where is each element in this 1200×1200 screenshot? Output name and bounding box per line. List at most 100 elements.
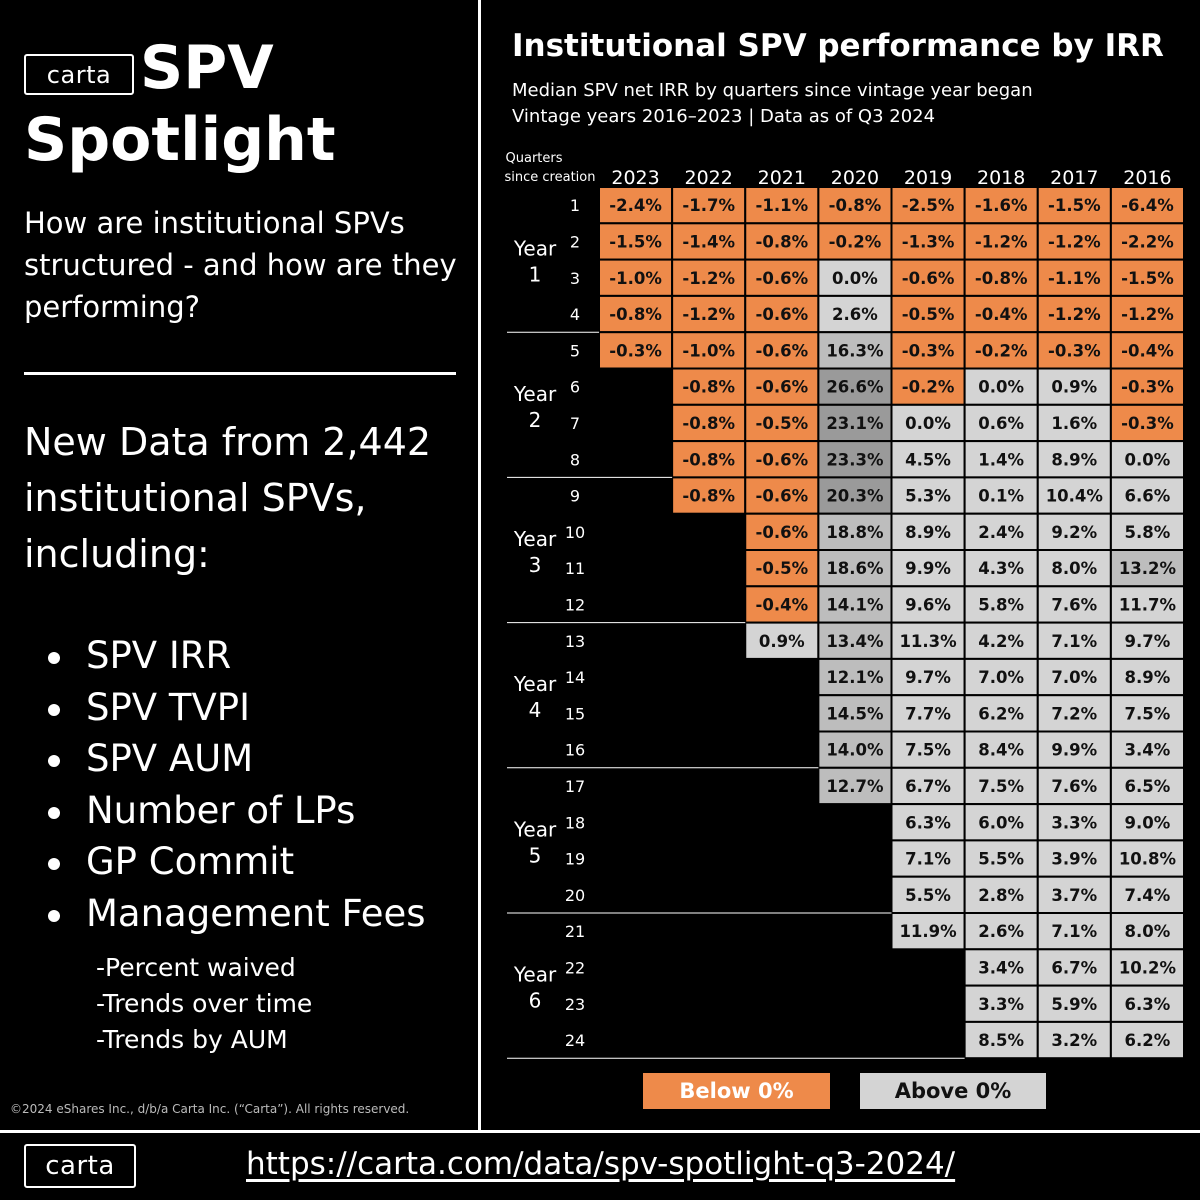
cell-value: 7.0% <box>978 668 1024 687</box>
cell-value: 14.5% <box>826 704 884 723</box>
heatmap-cell <box>890 839 966 878</box>
heatmap-cell <box>890 512 966 552</box>
heatmap-cell <box>1109 1020 1185 1060</box>
cell-value: 0.6% <box>978 414 1024 433</box>
quarter-label: 10 <box>565 523 585 542</box>
heatmap-cell <box>744 258 820 297</box>
heatmap-cell <box>1036 984 1112 1023</box>
cell-value: 4.5% <box>905 450 951 469</box>
cell-value: 5.5% <box>905 886 951 905</box>
cell-value: -0.3% <box>1048 341 1101 360</box>
quarter-label: 20 <box>565 886 585 905</box>
legend-above-zero: Above 0% <box>860 1073 1046 1109</box>
cell-value: -1.7% <box>682 196 735 215</box>
cell-value: 23.3% <box>826 450 884 469</box>
report-url-link[interactable]: https://carta.com/data/spv-spotlight-q3-… <box>246 1146 956 1182</box>
cell-value: 7.6% <box>1051 595 1097 614</box>
cell-value: 7.1% <box>1051 922 1097 941</box>
cell-value: 10.8% <box>1119 850 1177 869</box>
cell-value: 13.4% <box>826 632 884 651</box>
cell-value: 0.0% <box>978 378 1024 397</box>
heatmap-cell <box>1109 440 1185 479</box>
cell-value: 16.3% <box>826 341 884 360</box>
heatmap-cell <box>1109 657 1185 697</box>
quarter-label: 2 <box>570 232 580 251</box>
cell-value: 0.0% <box>1125 450 1171 469</box>
cell-value: -0.4% <box>756 595 809 614</box>
heatmap-cell <box>963 222 1039 261</box>
heatmap-cell <box>671 222 747 261</box>
cell-value: 2.8% <box>978 886 1024 905</box>
heatmap-cell <box>890 766 966 806</box>
cell-value: -0.6% <box>756 523 809 542</box>
heatmap-cell <box>963 403 1039 443</box>
heatmap-cell <box>817 222 893 261</box>
cell-value: -0.2% <box>829 232 882 251</box>
heatmap-cell <box>1109 803 1185 842</box>
cell-value: -0.6% <box>756 487 809 506</box>
heatmap-cell <box>1109 585 1185 624</box>
cell-value: 6.2% <box>1125 1031 1171 1050</box>
cell-value: -0.3% <box>1121 378 1174 397</box>
quarter-label: 6 <box>570 378 580 397</box>
cell-value: 6.7% <box>905 777 951 796</box>
heatmap-cell <box>1036 948 1112 987</box>
new-data-heading: New Data from 2,442 institutional SPVs, … <box>24 420 432 576</box>
cell-value: 7.6% <box>1051 777 1097 796</box>
cell-value: 6.3% <box>905 813 951 832</box>
year-group-label: 1 <box>529 263 542 287</box>
cell-value: 11.7% <box>1119 595 1177 614</box>
cell-value: 0.0% <box>905 414 951 433</box>
cell-value: 7.1% <box>905 850 951 869</box>
heatmap-cell <box>817 403 893 443</box>
quarter-label: 9 <box>570 487 580 506</box>
cell-value: -0.8% <box>975 269 1028 288</box>
cell-value: 6.0% <box>978 813 1024 832</box>
cell-value: 9.7% <box>905 668 951 687</box>
cell-value: 1.4% <box>978 450 1024 469</box>
copyright-notice: ©2024 eShares Inc., d/b/a Carta Inc. (“C… <box>10 1102 410 1116</box>
cell-value: -6.4% <box>1121 196 1174 215</box>
row-header-label: since creation <box>505 170 596 185</box>
heatmap-cell <box>1109 730 1185 769</box>
cell-value: 8.0% <box>1125 922 1171 941</box>
cell-value: 2.6% <box>978 922 1024 941</box>
cell-value: 8.5% <box>978 1031 1024 1050</box>
heatmap-cell <box>1109 367 1185 406</box>
column-header-2022: 2022 <box>685 167 733 189</box>
cell-value: -0.5% <box>902 305 955 324</box>
cell-value: 7.5% <box>905 741 951 760</box>
year-group-label: 2 <box>529 408 542 432</box>
heatmap-cell <box>963 1020 1039 1060</box>
quarter-label: 21 <box>565 922 585 941</box>
cell-value: 8.9% <box>1125 668 1171 687</box>
heatmap-cell <box>817 440 893 479</box>
year-group-label: Year <box>513 237 557 261</box>
heatmap-cell <box>963 984 1039 1023</box>
heatmap-cell <box>1036 331 1112 370</box>
cell-value: -0.8% <box>682 450 735 469</box>
cell-value: 9.9% <box>1051 741 1097 760</box>
heatmap-cell <box>817 730 893 769</box>
cell-value: 11.9% <box>899 922 957 941</box>
quarter-label: 1 <box>570 196 580 215</box>
cell-value: 8.9% <box>905 523 951 542</box>
cell-value: 9.9% <box>905 559 951 578</box>
cell-value: 5.8% <box>978 595 1024 614</box>
cell-value: 4.3% <box>978 559 1024 578</box>
heatmap-cell <box>890 186 966 225</box>
chart-title: Institutional SPV performance by IRR <box>512 28 1164 64</box>
heatmap-cell <box>817 476 893 515</box>
cell-value: -1.2% <box>1048 232 1101 251</box>
quarter-label: 15 <box>565 704 585 723</box>
cell-value: -1.0% <box>609 269 662 288</box>
cell-value: 9.7% <box>1125 632 1171 651</box>
metric-item: Number of LPs <box>42 785 426 837</box>
cell-value: 6.5% <box>1125 777 1171 796</box>
cell-value: 3.9% <box>1051 850 1097 869</box>
metric-item: Management Fees <box>42 888 426 940</box>
cell-value: 13.2% <box>1119 559 1177 578</box>
cell-value: 18.6% <box>826 559 884 578</box>
cell-value: 7.5% <box>1125 704 1171 723</box>
heatmap-cell <box>963 875 1039 915</box>
